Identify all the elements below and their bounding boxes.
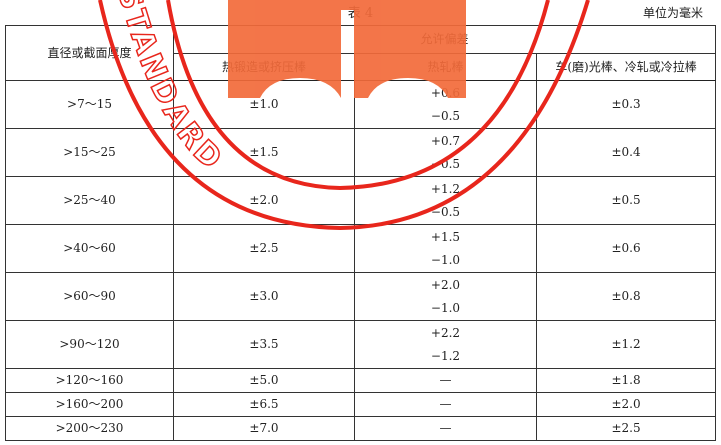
size-cell: >90～120 [5,320,174,369]
forged-cell: ±6.5 [173,392,355,417]
header-cold: 车(磨)光棒、冷轧或冷拉棒 [535,53,717,81]
hot-rolled-cell: — [354,392,537,417]
plus-value: +1.2 [430,181,461,196]
forged-cell: ±1.0 [173,80,355,129]
hot-rolled-cell: +0.7 −0.5 [354,128,537,177]
minus-value: −1.2 [430,348,461,363]
size-cell: >160～200 [5,392,174,417]
hot-rolled-cell: — [354,416,537,441]
size-cell: >120～160 [5,368,174,393]
cold-cell: ±1.2 [535,320,717,369]
hot-rolled-cell: +2.0 −1.0 [354,272,537,321]
forged-cell: ±5.0 [173,368,355,393]
cold-cell: ±0.5 [535,176,717,225]
cold-cell: ±2.5 [535,416,717,441]
cold-cell: ±0.4 [535,128,717,177]
table-row: >25～40 ±2.0 +1.2 −0.5 ±0.5 [5,176,717,225]
forged-cell: ±2.5 [173,224,355,273]
hot-rolled-cell: +1.2 −0.5 [354,176,537,225]
minus-value: −1.0 [430,300,461,315]
hot-rolled-cell: +0.6 −0.5 [354,80,537,129]
forged-cell: ±3.0 [173,272,355,321]
plus-value: +2.2 [430,325,461,340]
forged-cell: ±3.5 [173,320,355,369]
hot-rolled-cell: +1.5 −1.0 [354,224,537,273]
minus-value: −0.5 [430,108,461,123]
table-row: >60～90 ±3.0 +2.0 −1.0 ±0.8 [5,272,717,321]
hot-rolled-cell: — [354,368,537,393]
plus-value: +1.5 [430,229,461,244]
header-size: 直径或截面厚度 [5,25,174,81]
minus-value: −0.5 [430,204,461,219]
forged-cell: ±1.5 [173,128,355,177]
cold-cell: ±1.8 [535,368,717,393]
cold-cell: ±0.8 [535,272,717,321]
size-cell: >60～90 [5,272,174,321]
table-row: >15～25 ±1.5 +0.7 −0.5 ±0.4 [5,128,717,177]
header-forged: 热锻造或挤压棒 [173,53,355,81]
plus-value: +0.6 [430,85,461,100]
cold-cell: ±0.6 [535,224,717,273]
header-hot-rolled: 热轧棒 [354,53,537,81]
table-row: >200～230 ±7.0— ±2.5 [5,416,717,441]
size-cell: >25～40 [5,176,174,225]
table-row: >120～160 ±5.0— ±1.8 [5,368,717,393]
cold-cell: ±0.3 [535,80,717,129]
size-cell: >40～60 [5,224,174,273]
plus-value: +0.7 [430,133,461,148]
header-tolerance: 允许偏差 [172,25,717,54]
cold-cell: ±2.0 [535,392,717,417]
size-cell: >200～230 [5,416,174,441]
minus-value: −0.5 [430,156,461,171]
table-row: >40～60 ±2.5 +1.5 −1.0 ±0.6 [5,224,717,273]
size-cell: >7～15 [5,80,174,129]
tolerance-table: 直径或截面厚度 允许偏差 热锻造或挤压棒 热轧棒 车(磨)光棒、冷轧或冷拉棒 >… [5,25,717,441]
size-cell: >15～25 [5,128,174,177]
forged-cell: ±7.0 [173,416,355,441]
hot-rolled-cell: +2.2 −1.2 [354,320,537,369]
plus-value: +2.0 [430,277,461,292]
table-caption: 表 4 [347,6,374,21]
table-row: >160～200 ±6.5— ±2.0 [5,392,717,417]
unit-label: 单位为毫米 [642,6,703,20]
table-row: >90～120 ±3.5 +2.2 −1.2 ±1.2 [5,320,717,369]
table-row: >7～15 ±1.0 +0.6 −0.5 ±0.3 [5,80,717,129]
minus-value: −1.0 [430,252,461,267]
forged-cell: ±2.0 [173,176,355,225]
